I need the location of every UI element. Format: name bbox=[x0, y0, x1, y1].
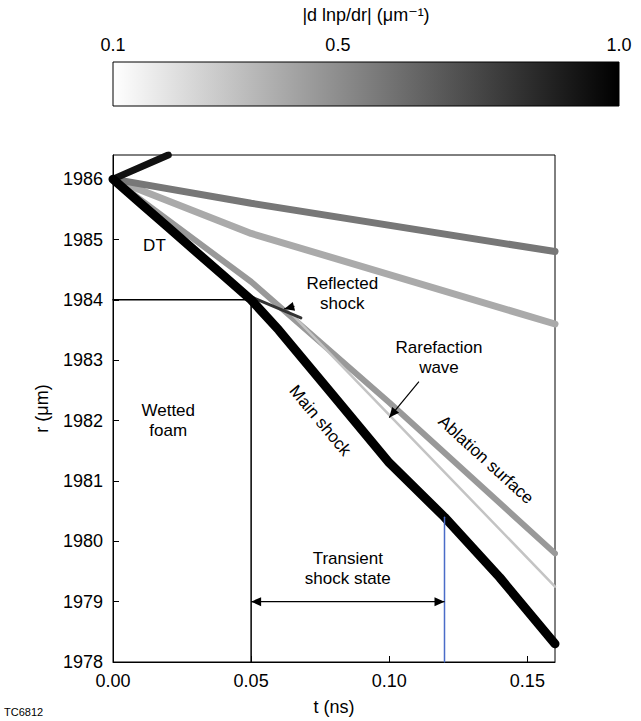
svg-text:shock: shock bbox=[320, 294, 365, 313]
svg-text:Transient: Transient bbox=[313, 549, 384, 568]
svg-text:1985: 1985 bbox=[63, 230, 103, 250]
svg-text:0.10: 0.10 bbox=[372, 671, 407, 691]
svg-text:TC6812: TC6812 bbox=[4, 706, 43, 718]
svg-text:r (μm): r (μm) bbox=[32, 384, 52, 432]
svg-text:1980: 1980 bbox=[63, 531, 103, 551]
svg-text:foam: foam bbox=[149, 421, 187, 440]
svg-text:0.00: 0.00 bbox=[95, 671, 130, 691]
svg-text:1.0: 1.0 bbox=[606, 35, 631, 55]
svg-text:DT: DT bbox=[143, 236, 166, 255]
svg-text:Rarefaction: Rarefaction bbox=[396, 338, 483, 357]
svg-text:1979: 1979 bbox=[63, 592, 103, 612]
svg-text:1984: 1984 bbox=[63, 290, 103, 310]
svg-text:Wetted: Wetted bbox=[141, 401, 195, 420]
svg-text:Main shock: Main shock bbox=[285, 381, 355, 460]
svg-text:0.5: 0.5 bbox=[325, 35, 350, 55]
svg-text:1983: 1983 bbox=[63, 350, 103, 370]
svg-text:Ablation surface: Ablation surface bbox=[435, 412, 538, 508]
svg-text:1981: 1981 bbox=[63, 471, 103, 491]
svg-text:1978: 1978 bbox=[63, 652, 103, 672]
svg-text:wave: wave bbox=[418, 358, 459, 377]
svg-text:shock state: shock state bbox=[305, 569, 391, 588]
svg-text:0.15: 0.15 bbox=[510, 671, 545, 691]
svg-text:t (ns): t (ns) bbox=[313, 697, 354, 717]
svg-text:1986: 1986 bbox=[63, 169, 103, 189]
svg-text:Reflected: Reflected bbox=[306, 274, 378, 293]
svg-text:1982: 1982 bbox=[63, 411, 103, 431]
svg-text:0.1: 0.1 bbox=[100, 35, 125, 55]
svg-text:0.05: 0.05 bbox=[234, 671, 269, 691]
svg-text:|d lnp/dr| (μm⁻¹): |d lnp/dr| (μm⁻¹) bbox=[302, 5, 429, 25]
